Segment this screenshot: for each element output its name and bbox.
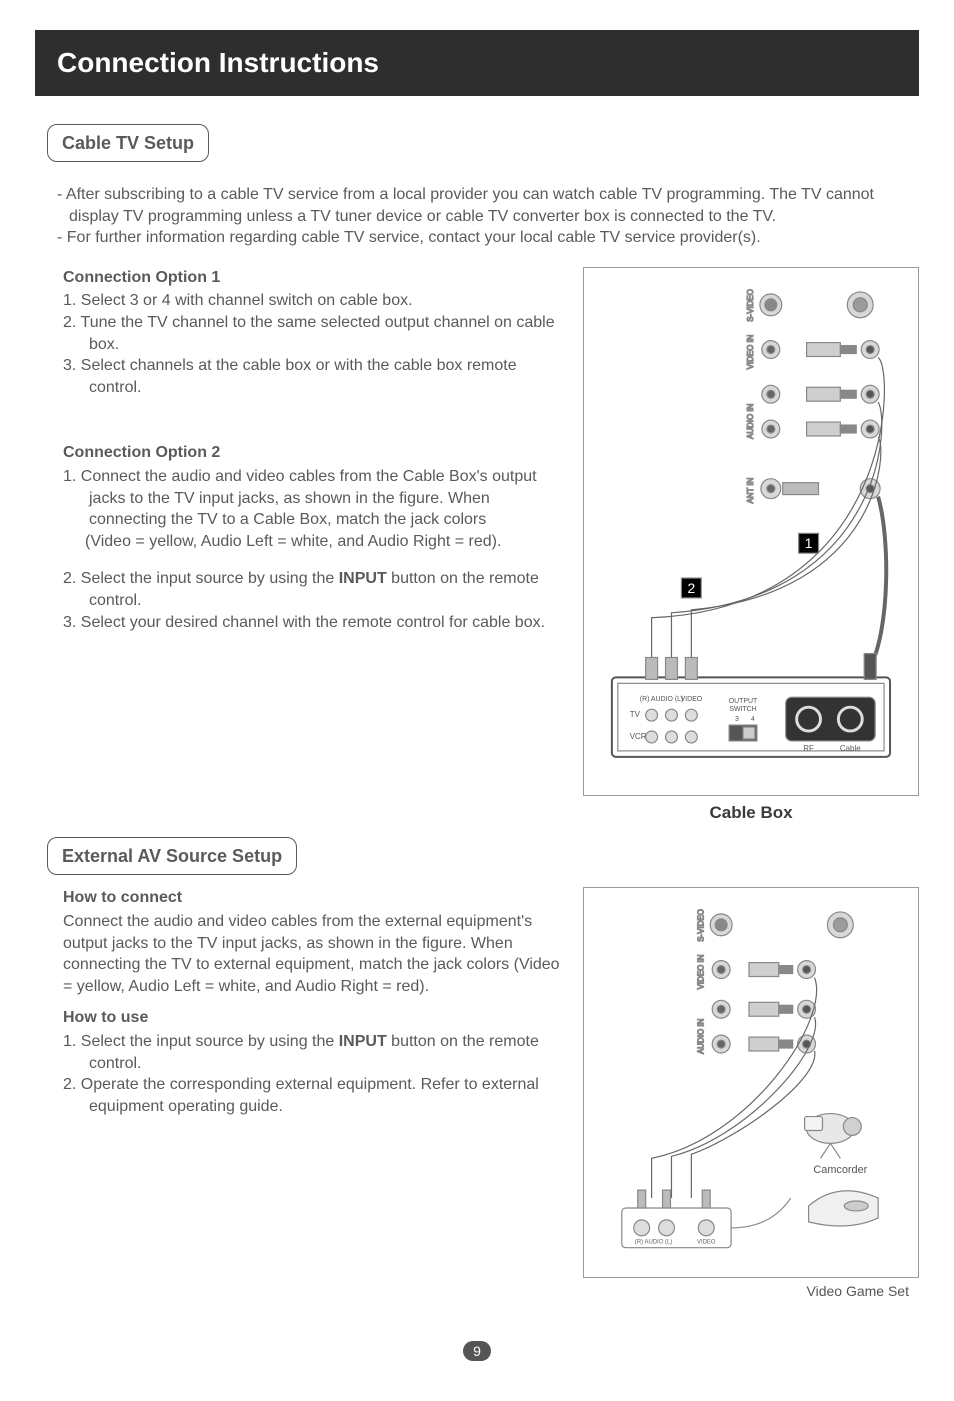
intro-line-2: - For further information regarding cabl…: [47, 227, 907, 249]
option2-steps: Connect the audio and video cables from …: [63, 466, 563, 531]
option1-heading: Connection Option 1: [63, 267, 563, 289]
use-step-2: Operate the corresponding external equip…: [63, 1074, 563, 1117]
use-steps: Select the input source by using the INP…: [63, 1031, 563, 1117]
svg-text:VIDEO IN: VIDEO IN: [696, 955, 705, 990]
use-heading: How to use: [63, 1007, 563, 1029]
svg-text:4: 4: [751, 716, 755, 723]
page-number-value: 9: [463, 1341, 491, 1362]
svg-text:VIDEO IN: VIDEO IN: [746, 334, 755, 369]
svg-text:SWITCH: SWITCH: [729, 706, 756, 713]
option2-note: (Video = yellow, Audio Left = white, and…: [63, 531, 563, 553]
option1-steps: Select 3 or 4 with channel switch on cab…: [63, 290, 563, 398]
option2-step-3: Select your desired channel with the rem…: [63, 612, 563, 634]
external-av-svg: S-VIDEO VIDEO IN AUDIO IN: [592, 900, 910, 1258]
option2-step-1: Connect the audio and video cables from …: [63, 466, 563, 531]
connect-heading: How to connect: [63, 887, 563, 909]
svg-text:ANT IN: ANT IN: [746, 477, 755, 503]
use-step-1: Select the input source by using the INP…: [63, 1031, 563, 1074]
svg-text:3: 3: [735, 716, 739, 723]
cable-box-caption: Cable Box: [709, 802, 792, 825]
svg-text:VIDEO: VIDEO: [697, 1240, 716, 1246]
svg-text:AUDIO IN: AUDIO IN: [746, 403, 755, 439]
svg-text:2: 2: [688, 580, 696, 596]
svg-text:1: 1: [805, 535, 813, 551]
page-title: Connection Instructions: [35, 30, 919, 96]
option2-steps-cont: Select the input source by using the INP…: [63, 568, 563, 633]
option1-step-3: Select channels at the cable box or with…: [63, 355, 563, 398]
option2-heading: Connection Option 2: [63, 442, 563, 464]
svg-text:RF: RF: [803, 744, 814, 753]
camcorder-label: Camcorder: [813, 1165, 867, 1177]
page-number: 9: [35, 1341, 919, 1363]
svg-text:(R) AUDIO (L): (R) AUDIO (L): [635, 1240, 672, 1246]
svg-text:AUDIO IN: AUDIO IN: [696, 1019, 705, 1055]
cable-box-svg: S-VIDEO VIDEO IN AUDIO IN ANT IN: [592, 280, 910, 777]
option1-step-1: Select 3 or 4 with channel switch on cab…: [63, 290, 563, 312]
videogame-caption: Video Game Set: [807, 1282, 919, 1301]
svg-text:S-VIDEO: S-VIDEO: [696, 910, 705, 943]
svg-text:Cable: Cable: [840, 744, 861, 753]
connect-text: Connect the audio and video cables from …: [63, 911, 563, 997]
svg-text:TV: TV: [630, 710, 641, 719]
section-label-external-av: External AV Source Setup: [47, 837, 297, 875]
svg-text:S-VIDEO: S-VIDEO: [746, 289, 755, 322]
intro-block: - After subscribing to a cable TV servic…: [35, 184, 919, 249]
diagram-external-av: S-VIDEO VIDEO IN AUDIO IN: [583, 887, 919, 1277]
svg-text:OUTPUT: OUTPUT: [729, 698, 758, 705]
svg-text:VIDEO: VIDEO: [681, 696, 703, 703]
section-label-cable-tv: Cable TV Setup: [47, 124, 209, 162]
svg-text:(R) AUDIO (L): (R) AUDIO (L): [640, 696, 684, 703]
intro-line-1: - After subscribing to a cable TV servic…: [47, 184, 907, 227]
svg-text:VCR: VCR: [630, 732, 647, 741]
diagram-cable-box: S-VIDEO VIDEO IN AUDIO IN ANT IN: [583, 267, 919, 796]
option1-step-2: Tune the TV channel to the same selected…: [63, 312, 563, 355]
option2-step-2: Select the input source by using the INP…: [63, 568, 563, 611]
